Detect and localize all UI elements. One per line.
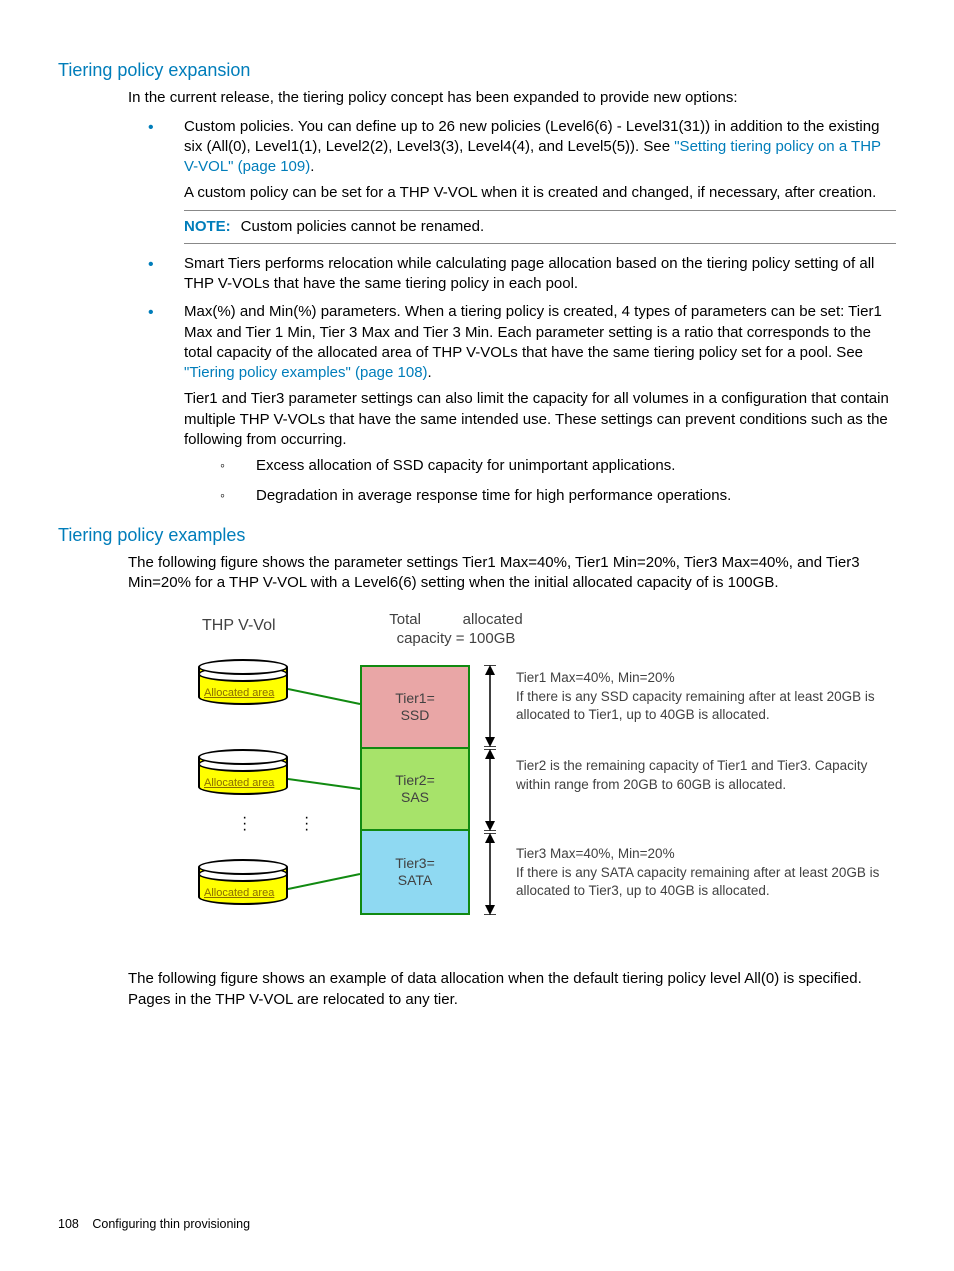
desc-tier3: Tier3 Max=40%, Min=20% If there is any S… bbox=[516, 845, 896, 900]
alloc-label-2: Allocated area bbox=[204, 776, 274, 791]
bracket-tier3 bbox=[480, 833, 500, 915]
bullet-smart-tiers: Smart Tiers performs relocation while ca… bbox=[148, 254, 896, 295]
examples-para1: The following figure shows the parameter… bbox=[128, 553, 896, 594]
tiering-diagram: THP V-Vol Total allocated capacity = 100… bbox=[148, 611, 908, 941]
tier2-box: Tier2= SAS bbox=[362, 749, 468, 831]
sub-bullet-degradation: Degradation in average response time for… bbox=[220, 486, 896, 506]
desc-tier2: Tier2 is the remaining capacity of Tier1… bbox=[516, 757, 896, 793]
diagram-capacity-title: Total allocated capacity = 100GB bbox=[366, 611, 546, 649]
cylinder-3: Allocated area bbox=[198, 859, 288, 905]
bracket-tier2 bbox=[480, 749, 500, 831]
diagram-vvol-title: THP V-Vol bbox=[202, 615, 276, 637]
cylinder-2: Allocated area bbox=[198, 749, 288, 795]
tier2-label: Tier2= SAS bbox=[395, 772, 435, 807]
page-footer: 108 Configuring thin provisioning bbox=[58, 1216, 250, 1233]
chapter-name: Configuring thin provisioning bbox=[92, 1217, 250, 1231]
cap-line1: Total allocated bbox=[366, 611, 546, 630]
note-text: Custom policies cannot be renamed. bbox=[241, 218, 484, 235]
bullet-max-min: Max(%) and Min(%) parameters. When a tie… bbox=[148, 302, 896, 506]
cylinder-1: Allocated area bbox=[198, 659, 288, 705]
expansion-bullets: Custom policies. You can define up to 26… bbox=[148, 117, 896, 507]
heading-tiering-expansion: Tiering policy expansion bbox=[58, 58, 896, 82]
heading-tiering-examples: Tiering policy examples bbox=[58, 523, 896, 547]
note-label: NOTE: bbox=[184, 218, 231, 235]
examples-para2: The following figure shows an example of… bbox=[128, 969, 896, 1010]
sub-bullet-excess: Excess allocation of SSD capacity for un… bbox=[220, 456, 896, 476]
tier1-label: Tier1= SSD bbox=[395, 690, 435, 725]
bullet-custom-policies: Custom policies. You can define up to 26… bbox=[148, 117, 896, 244]
tier1-box: Tier1= SSD bbox=[362, 667, 468, 749]
alloc-label-3: Allocated area bbox=[204, 886, 274, 901]
note-box: NOTE: Custom policies cannot be renamed. bbox=[184, 210, 896, 244]
vdots-1: ··· bbox=[242, 815, 247, 833]
page-number: 108 bbox=[58, 1217, 79, 1231]
bullet3-para2: Tier1 and Tier3 parameter settings can a… bbox=[184, 389, 896, 450]
bullet1-text-b: . bbox=[310, 158, 314, 175]
cap-line2: capacity = 100GB bbox=[366, 630, 546, 649]
intro-para: In the current release, the tiering poli… bbox=[128, 88, 896, 108]
bullet3-text-a: Max(%) and Min(%) parameters. When a tie… bbox=[184, 303, 882, 361]
link-tiering-examples[interactable]: "Tiering policy examples" (page 108) bbox=[184, 364, 428, 381]
bracket-tier1 bbox=[480, 665, 500, 747]
bullet3-text-b: . bbox=[428, 364, 432, 381]
bullet1-para2: A custom policy can be set for a THP V-V… bbox=[184, 183, 896, 203]
desc-tier1: Tier1 Max=40%, Min=20% If there is any S… bbox=[516, 669, 896, 724]
tier-stack: Tier1= SSD Tier2= SAS Tier3= SATA bbox=[360, 665, 470, 915]
alloc-label-1: Allocated area bbox=[204, 686, 274, 701]
sub-bullets: Excess allocation of SSD capacity for un… bbox=[220, 456, 896, 507]
tier3-box: Tier3= SATA bbox=[362, 831, 468, 913]
tier3-label: Tier3= SATA bbox=[395, 855, 435, 890]
connector-lines bbox=[288, 659, 368, 919]
